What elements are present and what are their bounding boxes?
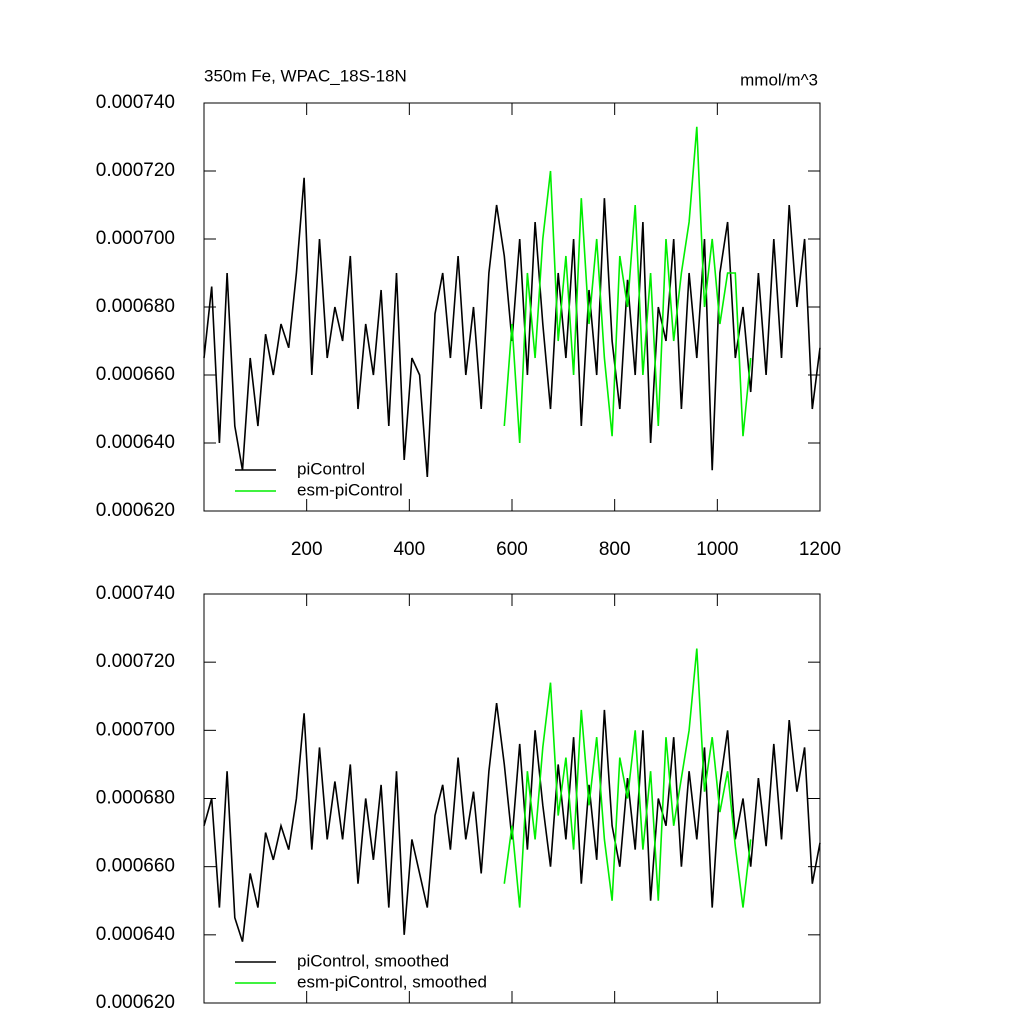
y-tick-label: 0.000720: [96, 651, 175, 672]
y-tick-label: 0.000620: [96, 992, 175, 1013]
y-tick-label: 0.000660: [96, 856, 175, 877]
x-tick-label: 800: [599, 539, 631, 560]
x-tick-label: 200: [291, 539, 323, 560]
y-tick-label: 0.000700: [96, 719, 175, 740]
legend-label: esm-piControl, smoothed: [297, 972, 487, 991]
y-tick-label: 0.000720: [96, 160, 175, 181]
y-tick-label: 0.000680: [96, 296, 175, 317]
legend-label: piControl: [297, 459, 365, 478]
y-tick-label: 0.000740: [96, 583, 175, 604]
y-tick-label: 0.000640: [96, 432, 175, 453]
y-tick-label: 0.000640: [96, 924, 175, 945]
legend-label: esm-piControl: [297, 480, 403, 499]
units-label: mmol/m^3: [740, 70, 818, 89]
x-tick-label: 1200: [799, 539, 841, 560]
y-tick-label: 0.000680: [96, 788, 175, 809]
y-tick-label: 0.000740: [96, 92, 175, 113]
data-line: [503, 648, 752, 908]
data-line: [503, 126, 752, 444]
legend-label: piControl, smoothed: [297, 951, 449, 970]
x-tick-label: 400: [393, 539, 425, 560]
y-tick-label: 0.000700: [96, 228, 175, 249]
y-tick-label: 0.000660: [96, 364, 175, 385]
chart-title: 350m Fe, WPAC_18S-18N: [204, 66, 407, 85]
plot-frame: [203, 102, 821, 512]
x-tick-label: 1000: [696, 539, 738, 560]
data-line: [203, 702, 821, 942]
y-tick-label: 0.000620: [96, 500, 175, 521]
data-line: [203, 177, 821, 478]
x-tick-label: 600: [496, 539, 528, 560]
